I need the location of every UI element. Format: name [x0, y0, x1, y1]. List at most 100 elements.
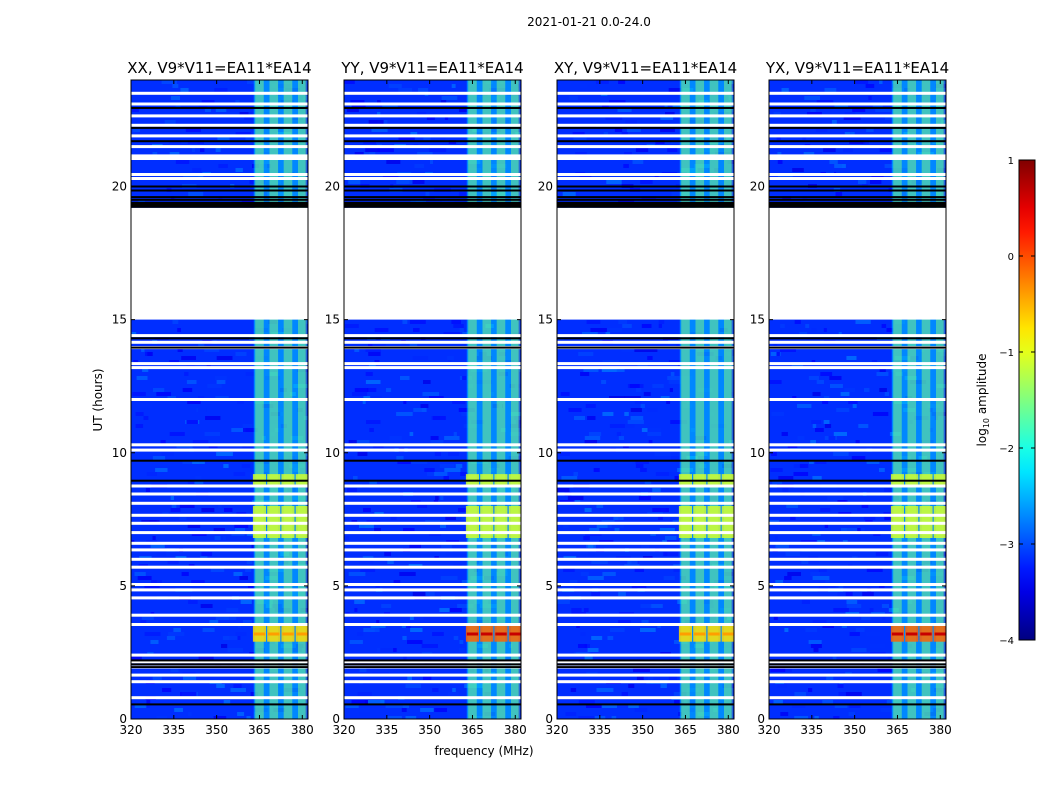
- noise-cell: [402, 704, 409, 708]
- white-gap: [344, 134, 521, 138]
- noise-cell: [560, 392, 570, 396]
- noise-cell: [624, 424, 635, 428]
- noise-cell: [769, 380, 782, 384]
- noise-cell: [640, 404, 645, 408]
- noise-cell: [448, 452, 460, 456]
- noise-cell: [808, 376, 819, 380]
- rfi-hotspot: [268, 632, 280, 636]
- rfi-hotspot: [282, 632, 294, 636]
- noise-cell: [630, 416, 644, 420]
- noise-cell: [852, 108, 866, 112]
- noise-cell: [448, 360, 452, 364]
- rfi-hotspot: [466, 632, 479, 636]
- noise-cell: [433, 708, 447, 712]
- noise-cell: [602, 572, 616, 576]
- noise-cell: [240, 600, 252, 604]
- noise-cell: [399, 572, 416, 576]
- noise-cell: [359, 712, 371, 716]
- noise-cell: [145, 488, 150, 492]
- strong-rfi-block: [905, 623, 919, 642]
- noise-cell: [196, 408, 207, 412]
- white-gap: [557, 154, 734, 158]
- noise-cell: [349, 640, 363, 644]
- noise-cell: [829, 160, 838, 164]
- noise-cell: [640, 468, 647, 472]
- noise-cell: [658, 320, 665, 324]
- white-gap: [131, 362, 308, 366]
- noise-cell: [659, 528, 675, 532]
- noise-cell: [243, 468, 254, 472]
- noise-cell: [810, 440, 816, 444]
- noise-cell: [636, 676, 644, 680]
- heatmap-area: [344, 80, 521, 719]
- flag-line: [557, 201, 734, 208]
- noise-cell: [806, 508, 817, 512]
- noise-cell: [167, 560, 179, 564]
- noise-cell: [829, 376, 842, 380]
- noise-cell: [449, 608, 462, 612]
- white-gap: [344, 548, 521, 552]
- flag-line: [557, 346, 734, 349]
- noise-cell: [520, 176, 521, 180]
- white-gap: [557, 134, 734, 138]
- strong-rfi-block: [707, 623, 721, 642]
- white-gap: [131, 134, 308, 138]
- noise-cell: [606, 328, 623, 332]
- noise-cell: [797, 404, 812, 408]
- noise-cell: [633, 668, 650, 672]
- strong-rfi-block: [480, 623, 494, 642]
- noise-cell: [784, 668, 792, 672]
- noise-cell: [245, 568, 252, 572]
- noise-cell: [152, 152, 158, 156]
- white-gap: [131, 531, 308, 535]
- flag-line: [557, 189, 734, 192]
- noise-cell: [578, 592, 595, 596]
- noise-cell: [520, 156, 521, 160]
- data-gap: [769, 207, 946, 320]
- noise-cell: [670, 420, 688, 424]
- white-gap: [557, 366, 734, 370]
- noise-cell: [586, 320, 601, 324]
- panel-frame: [343, 79, 522, 720]
- noise-cell: [879, 148, 893, 152]
- noise-cell: [382, 104, 398, 108]
- noise-cell: [879, 368, 891, 372]
- white-gap: [557, 548, 734, 552]
- panels: XX, V9*V11=EA11*EA14 320 335 350 365 380 0 5 10 1…: [112, 59, 952, 737]
- panel-1: YY, V9*V11=EA11*EA14 320 335 350 365 380 0 5 10 1…: [325, 59, 527, 737]
- white-gap: [557, 513, 734, 517]
- y-tick-label: 20: [325, 180, 340, 194]
- noise-cell: [223, 464, 229, 468]
- flag-line: [131, 459, 308, 462]
- noise-cell: [435, 656, 443, 660]
- white-gap: [344, 173, 521, 176]
- white-gap: [769, 154, 946, 158]
- suptitle: 2021-01-21 0.0-24.0: [527, 15, 651, 29]
- noise-cell: [584, 656, 593, 660]
- y-tick-label: 20: [112, 180, 127, 194]
- noise-cell: [368, 344, 373, 348]
- noise-cell: [235, 528, 246, 532]
- noise-cell: [201, 100, 215, 104]
- noise-cell: [777, 160, 783, 164]
- noise-cell: [584, 508, 592, 512]
- noise-cell: [641, 620, 649, 624]
- noise-cell: [409, 180, 425, 184]
- noise-cell: [776, 508, 780, 512]
- white-gap: [344, 596, 521, 600]
- noise-cell: [162, 688, 172, 692]
- noise-cell: [627, 420, 644, 424]
- flag-line: [344, 201, 521, 208]
- noise-cell: [443, 332, 460, 336]
- flag-line: [557, 703, 734, 706]
- flag-line: [131, 201, 308, 208]
- noise-cell: [200, 604, 213, 608]
- data-gap: [344, 207, 521, 320]
- noise-cell: [846, 356, 857, 360]
- noise-cell: [563, 524, 569, 528]
- strong-rfi-block: [693, 623, 707, 642]
- noise-cell: [385, 704, 403, 708]
- noise-cell: [849, 632, 860, 636]
- noise-cell: [814, 716, 819, 719]
- noise-cell: [945, 444, 946, 448]
